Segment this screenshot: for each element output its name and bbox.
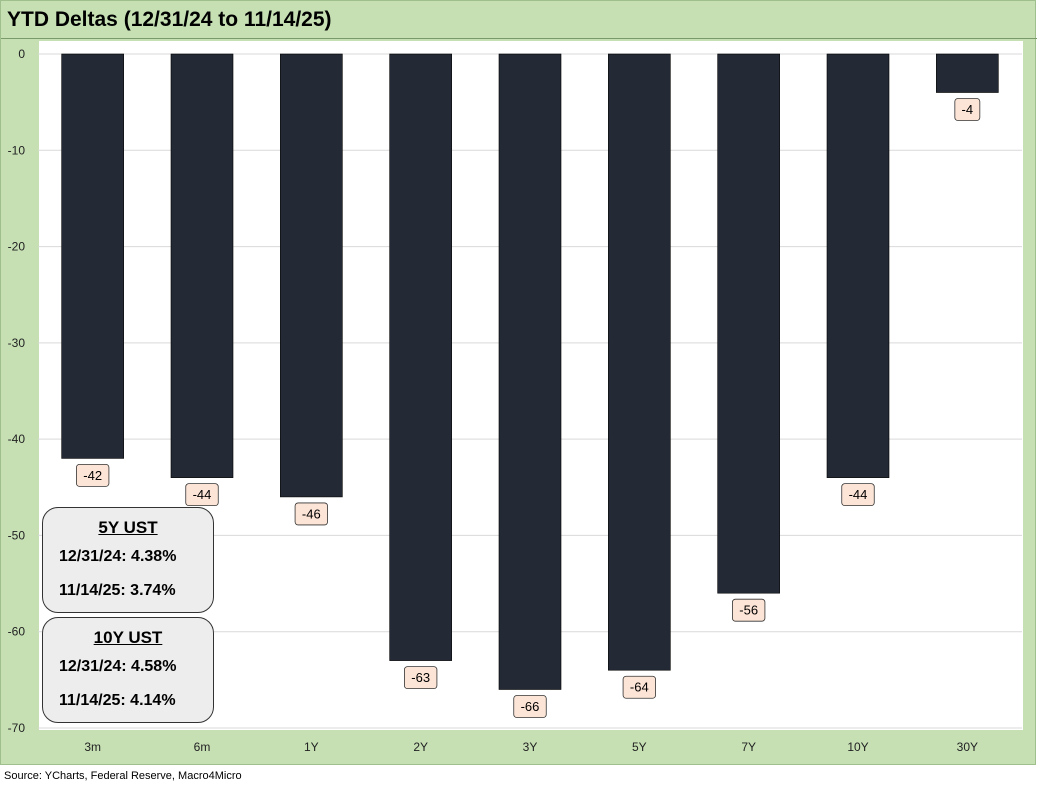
bar-7Y (717, 53, 780, 594)
info-box-heading: 10Y UST (93, 628, 163, 647)
bar-5Y (608, 53, 671, 671)
bar-chart: 0 -10 -20 -30 -40 -50 -60 -70 -42 3m -44 6m -46 1Y -63… (8, 47, 1022, 754)
info-box-10y: 10Y UST 12/31/24: 4.58% 11/14/25: 4.14% (42, 617, 214, 723)
info-box-5y: 5Y UST 12/31/24: 4.38% 11/14/25: 3.74% (42, 507, 214, 613)
data-label: -44 (193, 487, 212, 502)
bar-1Y (280, 53, 343, 498)
info-box-line: 11/14/25: 4.14% (59, 692, 176, 709)
data-label-box (513, 695, 547, 718)
x-tick-label: 6m (194, 740, 211, 754)
data-label-box (294, 502, 328, 526)
x-tick-label: 5Y (632, 740, 647, 754)
data-label: -4 (962, 102, 974, 117)
y-tick-label: -30 (8, 336, 26, 350)
bar-2Y (389, 53, 452, 661)
info-box-heading: 5Y UST (98, 518, 158, 537)
x-tick-label: 30Y (957, 740, 978, 754)
data-label: -63 (411, 670, 430, 685)
x-tick-label: 7Y (741, 740, 756, 754)
source-note: Source: YCharts, Federal Reserve, Macro4… (4, 770, 242, 782)
info-box-line: 11/14/25: 3.74% (59, 582, 176, 599)
data-label: -64 (630, 680, 649, 695)
x-tick-label: 2Y (413, 740, 428, 754)
chart-title: YTD Deltas (12/31/24 to 11/14/25) (7, 8, 332, 31)
x-tick-label: 10Y (847, 740, 868, 754)
bar-3m (61, 53, 124, 459)
y-tick-label: 0 (18, 47, 25, 61)
y-tick-label: -70 (8, 721, 26, 735)
data-label: -66 (521, 699, 540, 714)
info-box-line: 12/31/24: 4.38% (59, 548, 177, 565)
x-tick-label: 3m (84, 740, 101, 754)
y-tick-label: -10 (8, 143, 26, 157)
title-bar: YTD Deltas (12/31/24 to 11/14/25) (1, 1, 1037, 39)
bar-30Y (936, 53, 999, 93)
info-box-line: 12/31/24: 4.58% (59, 658, 177, 675)
data-label-box (404, 666, 438, 689)
data-label-box (841, 483, 875, 507)
data-label: -44 (849, 487, 868, 502)
y-tick-label: -50 (8, 528, 26, 542)
data-label-box (76, 463, 110, 487)
bar-3Y (498, 53, 562, 690)
y-tick-label: -40 (8, 432, 26, 446)
data-label-box (622, 675, 656, 699)
data-label: -56 (739, 603, 758, 618)
x-tick-label: 1Y (304, 740, 319, 754)
data-label-box (732, 598, 766, 622)
data-label: -42 (83, 468, 102, 483)
y-tick-label: -60 (8, 625, 26, 639)
x-tick-label: 3Y (523, 740, 538, 754)
y-tick-label: -20 (8, 240, 26, 254)
bar-6m (170, 53, 234, 478)
data-label-box (954, 98, 981, 121)
data-label-box (185, 483, 219, 507)
data-label: -46 (302, 506, 321, 521)
bar-10Y (826, 53, 890, 478)
